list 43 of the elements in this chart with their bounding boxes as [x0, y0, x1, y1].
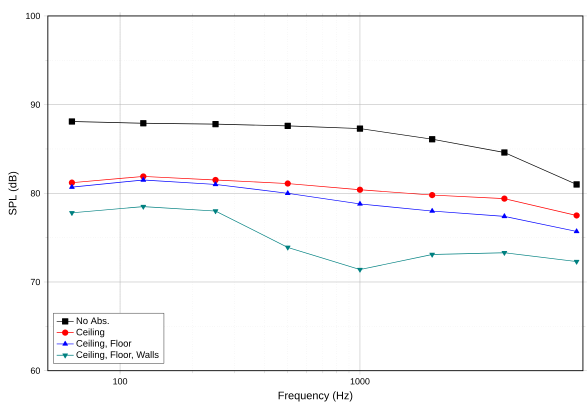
point [573, 182, 580, 188]
point [284, 180, 291, 187]
x-axis-title: Frequency (Hz) [278, 392, 352, 402]
point [140, 177, 146, 182]
point [212, 210, 218, 214]
point [284, 190, 290, 196]
point [140, 120, 146, 127]
point [68, 180, 76, 186]
y-tick-label: 90 [30, 102, 40, 108]
point [356, 126, 364, 132]
point [212, 182, 218, 186]
point [573, 212, 580, 219]
point [429, 136, 436, 143]
point [284, 123, 291, 130]
legend-label: Ceiling [76, 328, 104, 338]
point [212, 121, 219, 128]
point [574, 260, 580, 265]
point [501, 150, 508, 156]
point [574, 228, 580, 234]
point [212, 177, 219, 184]
y-tick-label: 100 [26, 13, 40, 20]
point [429, 208, 435, 214]
point [68, 118, 76, 125]
point [69, 184, 75, 190]
point [357, 268, 363, 273]
y-axis-title: SPL (dB) [8, 172, 19, 216]
point [502, 251, 508, 256]
point [429, 192, 436, 198]
point [357, 201, 363, 206]
legend-label: No Abs. [76, 317, 109, 324]
y-tick-label: 60 [30, 368, 40, 374]
point [356, 186, 364, 194]
legend-label: Ceiling, Floor, Walls [76, 351, 159, 360]
point [69, 211, 75, 216]
point [501, 196, 508, 202]
legend-label: Ceiling, Floor [76, 340, 132, 349]
x-tick-label: 1000 [350, 378, 370, 385]
point [429, 252, 435, 258]
point [502, 213, 508, 218]
y-tick-label: 70 [30, 279, 40, 286]
point [140, 205, 146, 210]
y-tick-label: 80 [30, 190, 40, 197]
point [284, 246, 290, 251]
